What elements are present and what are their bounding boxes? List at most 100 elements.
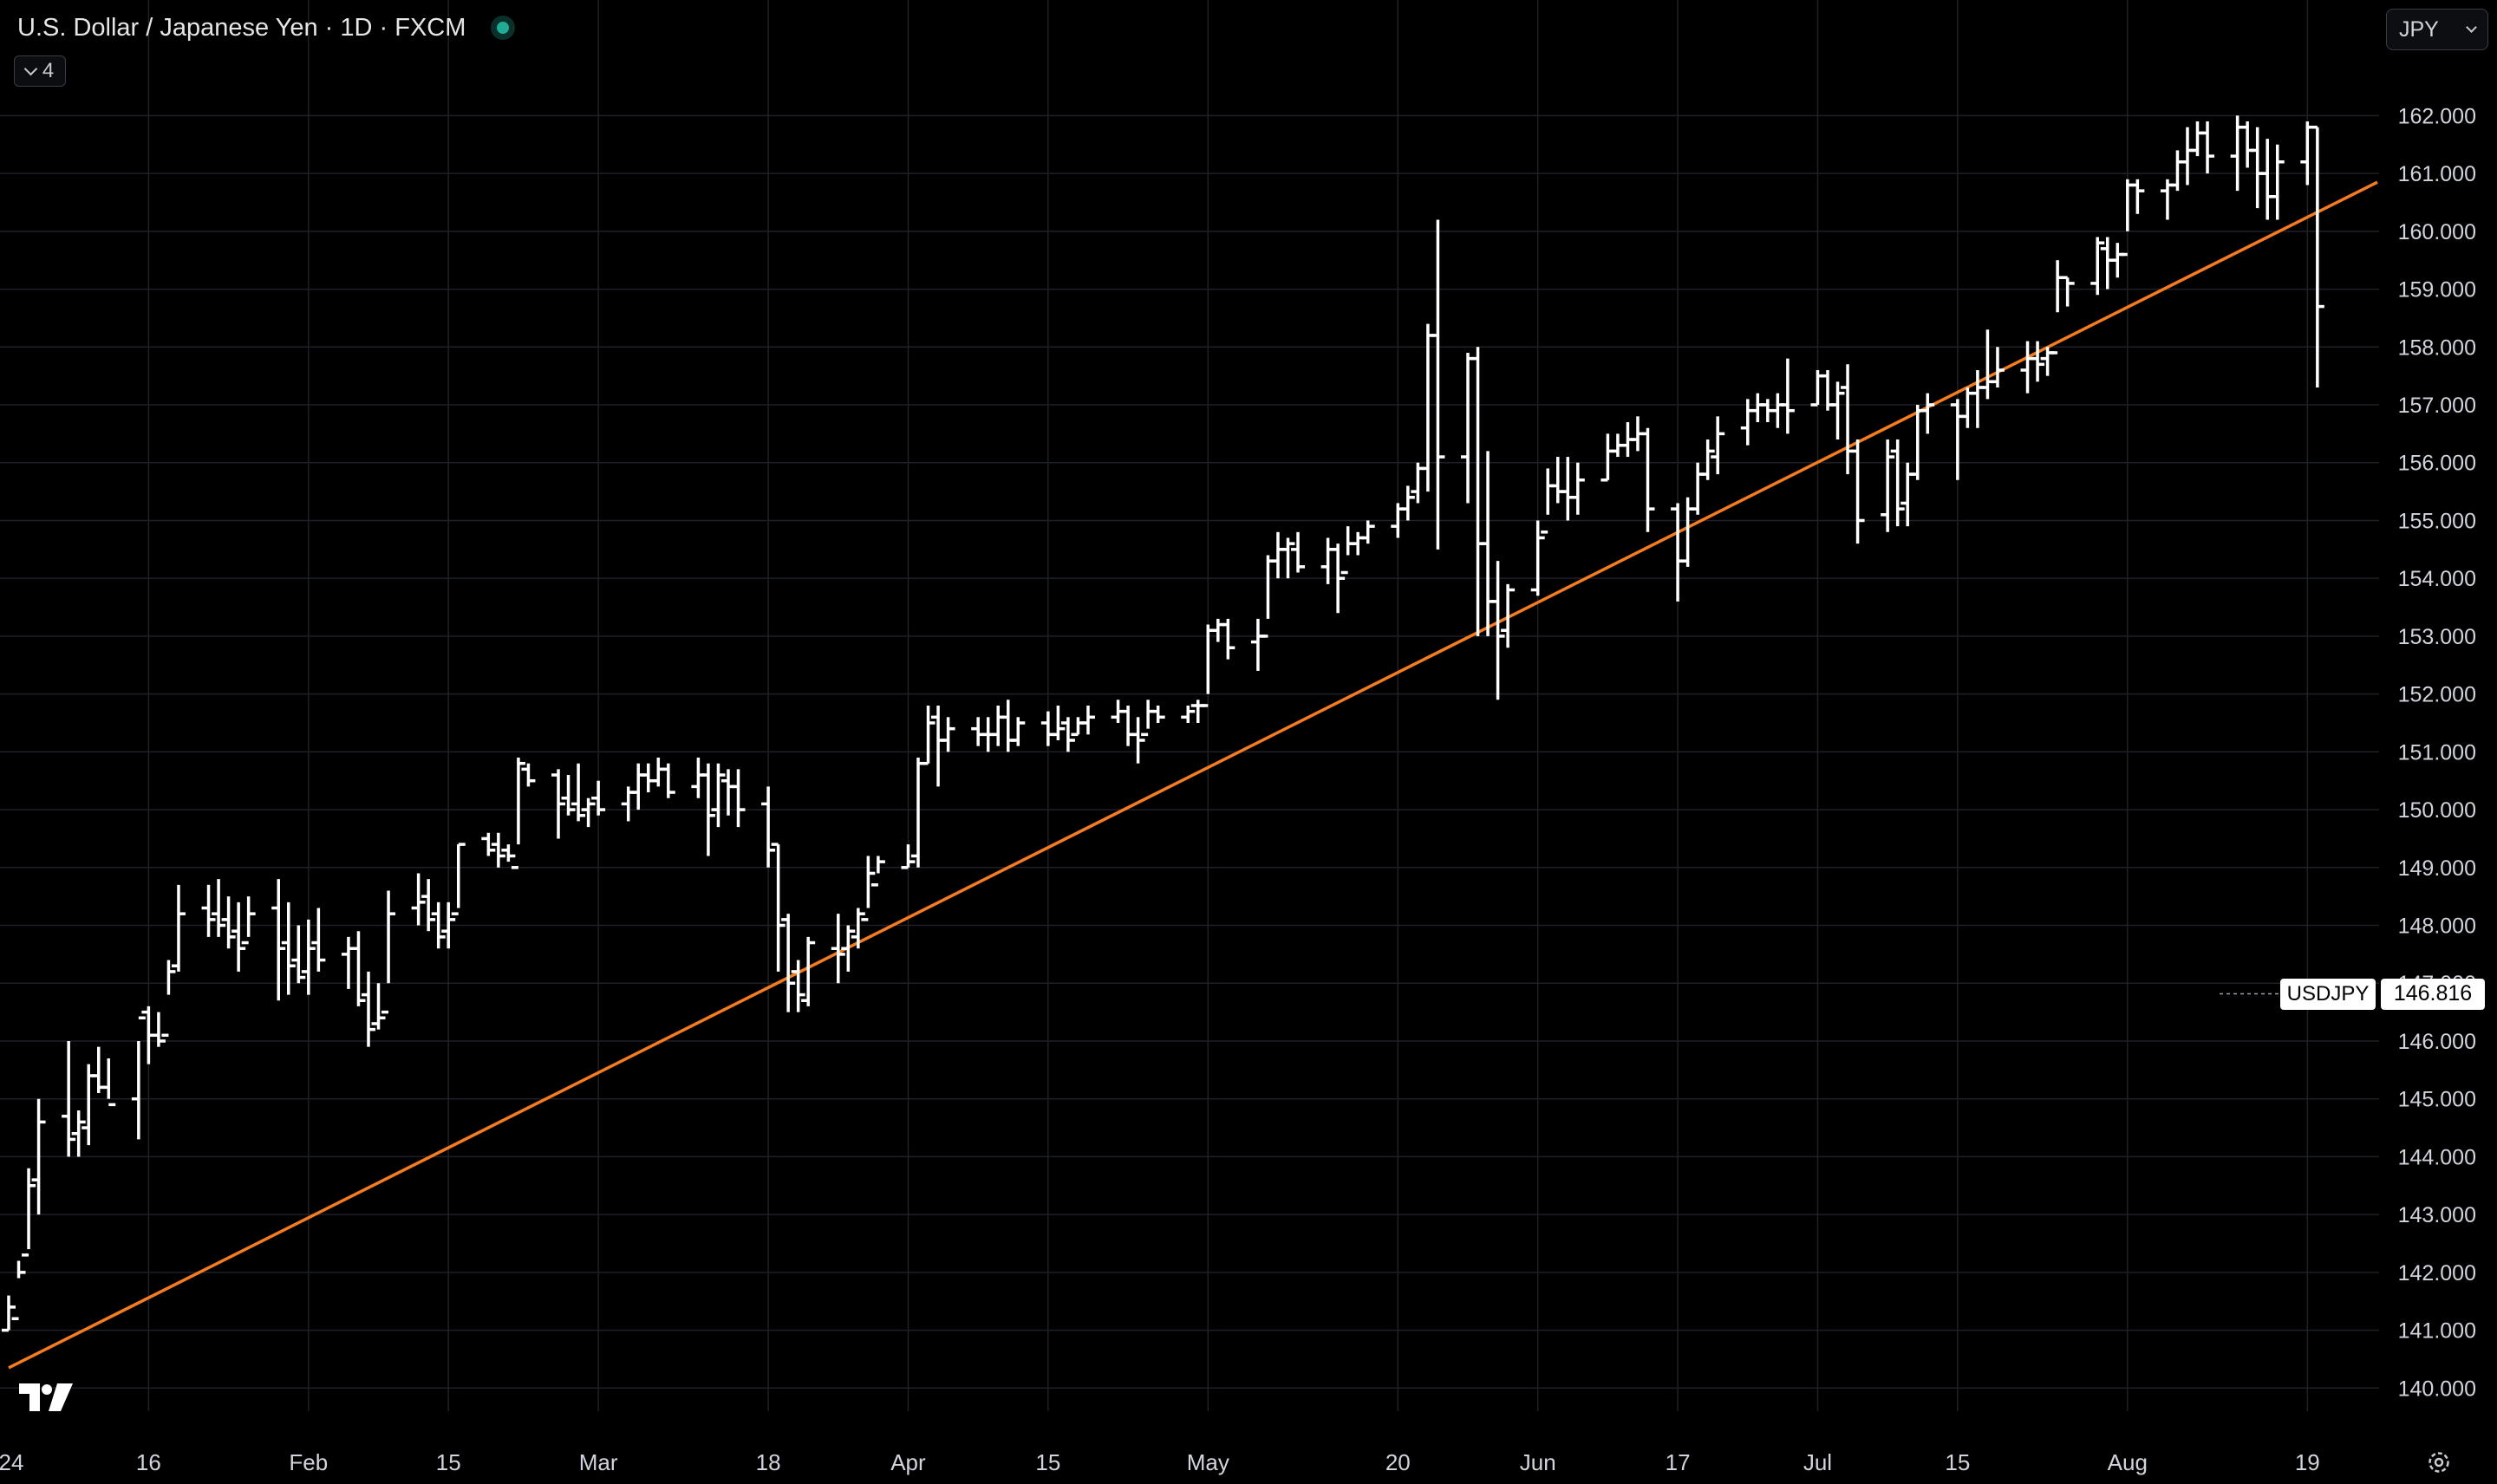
indicator-count: 4 (42, 59, 55, 82)
y-tick-label: 145.000 (2398, 1088, 2476, 1112)
ohlc-bar (201, 884, 216, 937)
ohlc-bar (1570, 462, 1585, 515)
ohlc-bar (1141, 700, 1156, 737)
ohlc-bar (1151, 705, 1165, 723)
ohlc-bar (1080, 705, 1095, 735)
ohlc-bar (62, 1040, 76, 1157)
y-tick-label: 160.000 (2398, 220, 2476, 244)
x-tick-label: Jun (1520, 1449, 1556, 1475)
ohlc-bar (851, 908, 865, 949)
symbol-header[interactable]: U.S. Dollar / Japanese Yen · 1D · FXCM (17, 9, 510, 47)
chart-grid (0, 0, 2379, 1411)
ohlc-bar (1360, 520, 1375, 544)
ohlc-bar (711, 763, 726, 828)
tradingview-logo-icon[interactable] (19, 1383, 73, 1411)
ohlc-bar (651, 758, 666, 787)
ohlc-bar (1780, 358, 1795, 434)
ohlc-bar (291, 925, 306, 984)
ohlc-bar (1051, 705, 1066, 741)
ohlc-bar (971, 717, 986, 746)
ohlc-bar (2020, 341, 2035, 394)
ohlc-bar (641, 763, 655, 793)
ohlc-bar (941, 717, 955, 752)
settings-icon[interactable] (2426, 1449, 2452, 1475)
market-status-dot (497, 22, 510, 34)
ohlc-bar (781, 914, 796, 1012)
ohlc-bar (1751, 393, 1765, 423)
ohlc-bar (2240, 121, 2255, 168)
ohlc-bar (1400, 485, 1415, 521)
ohlc-bar (351, 931, 366, 1006)
ohlc-bar (491, 832, 505, 868)
ohlc-bar (571, 763, 586, 822)
ohlc-bar (1830, 381, 1845, 440)
x-tick-label: 20 (1385, 1449, 1411, 1475)
ohlc-bar (1541, 468, 1555, 534)
ohlc-bar (1601, 433, 1615, 482)
trendline-segment[interactable] (8, 180, 2378, 1370)
ohlc-bar (381, 890, 396, 1014)
x-tick-label: Jul (1803, 1449, 1832, 1475)
ohlc-bar (2031, 341, 2045, 382)
ohlc-bar (371, 983, 386, 1030)
x-tick-label: Feb (289, 1449, 328, 1475)
ohlc-bar (161, 960, 176, 1038)
ohlc-bar (831, 914, 845, 984)
ohlc-bar (1470, 347, 1485, 636)
ohlc-bar (361, 971, 375, 1047)
ohlc-bar (1261, 555, 1275, 638)
ohlc-bar (861, 856, 876, 921)
ohlc-bar (521, 763, 536, 787)
ohlc-bar (1841, 364, 1855, 475)
ohlc-bar (1351, 531, 1366, 556)
ohlc-bar (281, 901, 296, 995)
indicators-toggle-button[interactable]: 4 (14, 55, 66, 87)
x-tick-label: May (1187, 1449, 1229, 1475)
y-tick-label: 155.000 (2398, 509, 2476, 533)
ohlc-bar (1250, 618, 1265, 671)
ohlc-bar (591, 780, 606, 816)
ohlc-bar (2170, 150, 2185, 192)
ohlc-bar (311, 908, 326, 972)
x-tick-label: 15 (1945, 1449, 1970, 1475)
y-tick-label: 153.000 (2398, 625, 2476, 649)
symbol-price-label: USDJPY (2280, 978, 2376, 1010)
ohlc-bar (1881, 439, 1895, 532)
ohlc-bar (2090, 237, 2105, 296)
ohlc-bar (441, 901, 456, 949)
x-tick-label: Aug (2108, 1449, 2148, 1475)
ohlc-bar (411, 873, 426, 926)
y-tick-label: 161.000 (2398, 162, 2476, 186)
ohlc-bar (1890, 439, 1905, 527)
ohlc-bar (551, 769, 566, 839)
ohlc-bar (2310, 125, 2324, 387)
ohlc-bar (22, 1168, 36, 1257)
ohlc-bar (1691, 462, 1705, 515)
ohlc-bar (11, 1260, 26, 1320)
y-tick-label: 151.000 (2398, 740, 2476, 765)
ohlc-bar (2110, 243, 2125, 278)
ohlc-bar (1340, 526, 1355, 575)
ohlc-bar (1040, 711, 1055, 746)
y-tick-label: 154.000 (2398, 567, 2476, 591)
currency-select[interactable]: JPY (2386, 9, 2488, 50)
y-tick-label: 142.000 (2398, 1261, 2476, 1285)
y-tick-label: 146.000 (2398, 1030, 2476, 1054)
ohlc-bar (2100, 237, 2115, 290)
ohlc-bar (771, 843, 786, 972)
x-tick-label: Mar (579, 1449, 618, 1475)
ohlc-bar (1001, 700, 1015, 752)
y-tick-label: 159.000 (2398, 278, 2476, 303)
x-tick-label: 17 (1666, 1449, 1691, 1475)
price-axis[interactable]: 140.000 141.000 142.000 143.000 144.000 145.0… (2398, 104, 2476, 1401)
trendline[interactable] (8, 180, 2378, 1370)
ohlc-bar (2130, 179, 2145, 214)
ohlc-bar (581, 797, 596, 828)
ohlc-bars (2, 115, 2324, 1332)
ohlc-bar (731, 769, 746, 828)
ohlc-bar (991, 705, 1006, 746)
ohlc-bar (931, 705, 946, 787)
ohlc-bar (2, 1295, 16, 1332)
time-axis[interactable]: 2024 16 Feb 15 Mar 18 Apr 15 May 20 Jun 17 Jul 15 Aug 1… (0, 1449, 2320, 1475)
